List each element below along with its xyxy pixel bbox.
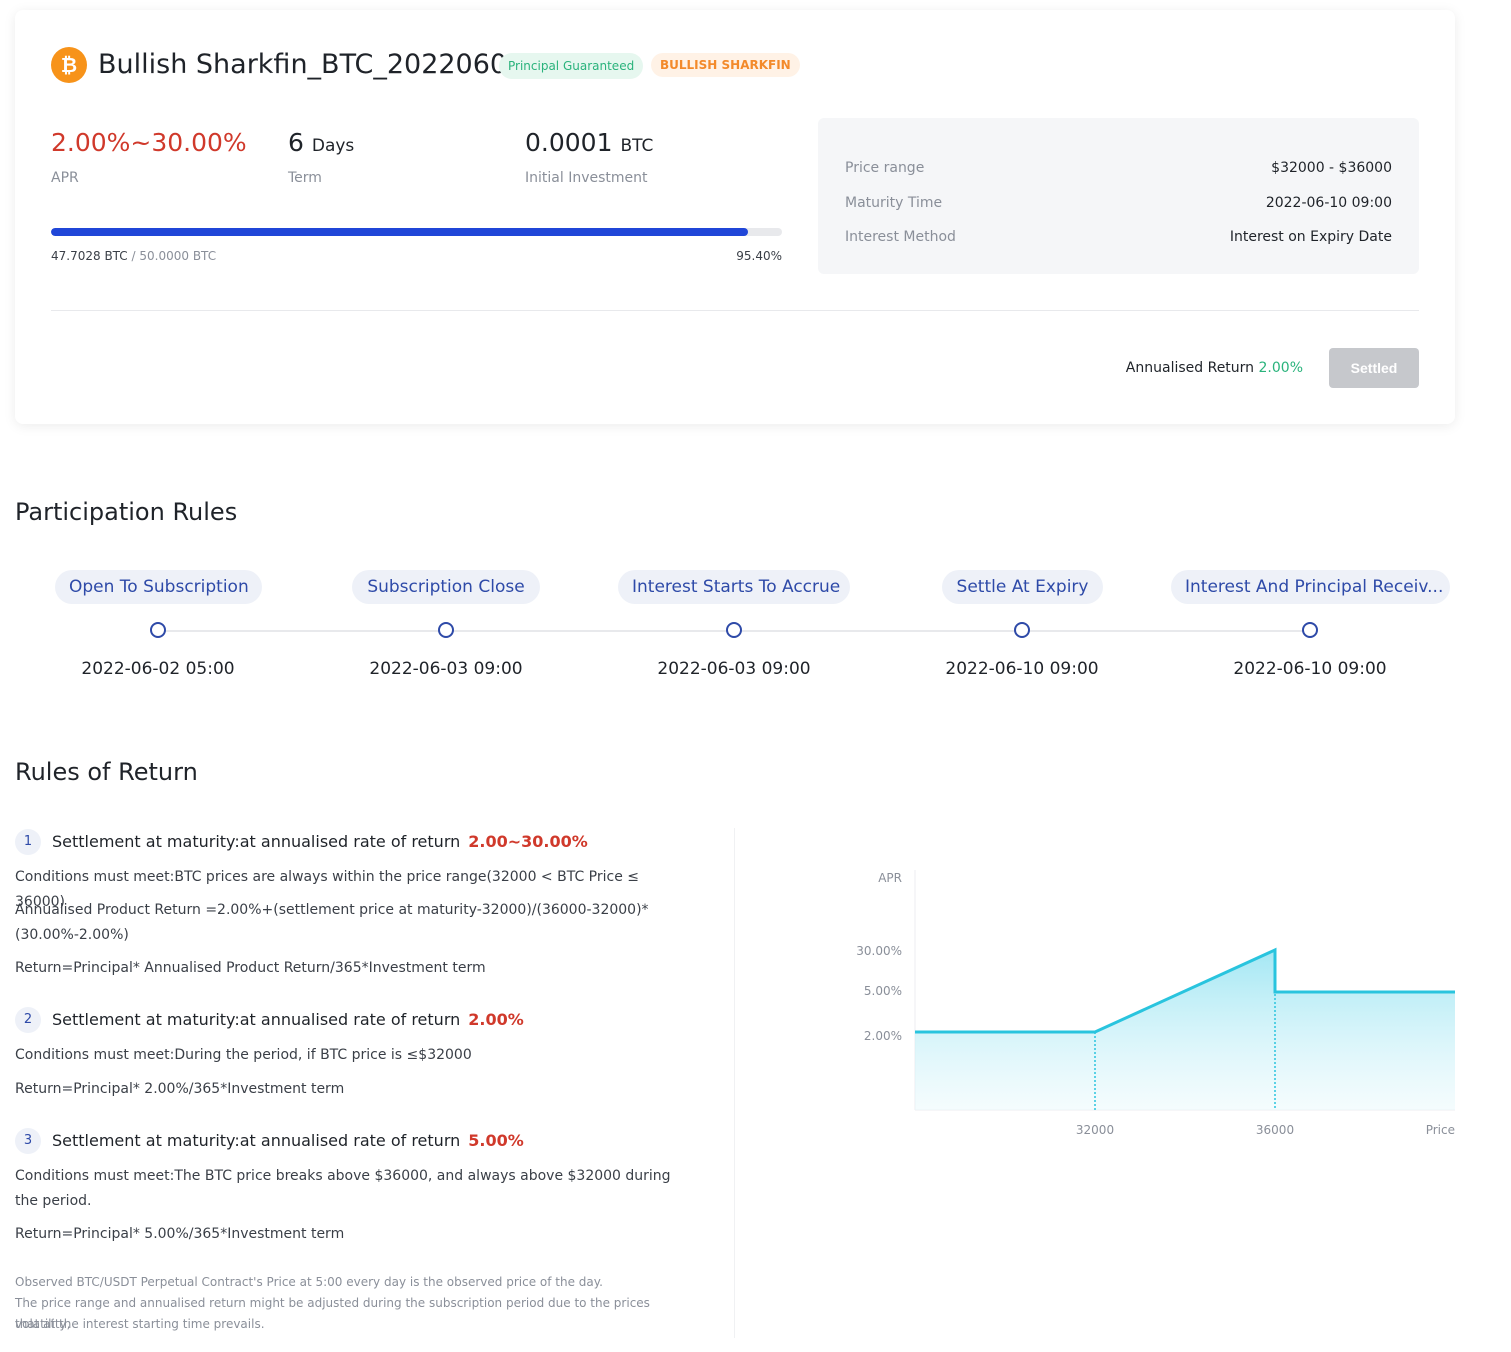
info-key: Interest Method — [845, 229, 956, 245]
apr-area — [915, 950, 1455, 1110]
term-label: Term — [288, 170, 322, 186]
apr-label: APR — [51, 170, 79, 186]
progress-fill — [51, 228, 749, 236]
rule-number: 1 — [15, 829, 41, 855]
rule-heading-text: Settlement at maturity:at annualised rat… — [52, 1010, 461, 1029]
rule-heading: Settlement at maturity:at annualised rat… — [52, 1131, 524, 1150]
apr-line — [915, 947, 1455, 1034]
product-card: ₿ Bullish Sharkfin_BTC_20220603 Principa… — [15, 10, 1455, 424]
annualised-return: Annualised Return 2.00% — [1126, 360, 1303, 376]
participation-rules-title: Participation Rules — [15, 498, 238, 526]
annualised-return-label: Annualised Return — [1125, 360, 1255, 376]
rule-rate: 5.00% — [468, 1131, 524, 1150]
rule-condition: Conditions must meet:BTC prices are alwa… — [15, 869, 639, 910]
info-key: Maturity Time — [845, 195, 943, 211]
product-type-tag: BULLISH SHARKFIN — [651, 53, 800, 77]
x-tick-label: 32000 — [1076, 1123, 1114, 1137]
step-subscription-close: Subscription Close — [352, 570, 540, 604]
annualised-return-value: 2.00% — [1258, 360, 1303, 376]
rule-number: 3 — [15, 1128, 41, 1154]
investment-unit: BTC — [620, 136, 654, 156]
rule-return: Return=Principal* 5.00%/365*Investment t… — [15, 1226, 345, 1242]
rule-return: Return=Principal* Annualised Product Ret… — [15, 960, 486, 976]
y-axis-label: APR — [878, 871, 902, 885]
apr-value: 2.00%~30.00% — [51, 128, 247, 157]
principal-guaranteed-tag: Principal Guaranteed — [499, 53, 644, 79]
x-tick-label: 36000 — [1256, 1123, 1294, 1137]
investment-label: Initial Investment — [525, 170, 648, 186]
step-settle-expiry: Settle At Expiry — [942, 570, 1103, 604]
info-key: Price range — [845, 160, 925, 176]
rule-condition: Conditions must meet:During the period, … — [15, 1047, 472, 1063]
step-interest-accrue: Interest Starts To Accrue — [618, 570, 850, 604]
progress-percent: 95.40% — [736, 249, 782, 263]
step-time: 2022-06-03 09:00 — [369, 659, 523, 679]
footnote-line: that at the interest starting time preva… — [15, 1317, 265, 1331]
card-divider — [51, 310, 1419, 311]
subscription-progress-bar — [51, 228, 782, 236]
y-tick-label: 30.00% — [856, 944, 902, 958]
info-value: Interest on Expiry Date — [1229, 229, 1392, 245]
rule-formula: Annualised Product Return =2.00%+(settle… — [15, 902, 649, 943]
apr-chart-svg: APR 30.00% 5.00% 2.00% 32000 36000 Price — [856, 870, 1455, 1137]
rule-rate: 2.00~30.00% — [468, 832, 588, 851]
step-open-subscription: Open To Subscription — [55, 570, 262, 604]
rule-return: Return=Principal* 2.00%/365*Investment t… — [15, 1081, 345, 1097]
rule-heading: Settlement at maturity:at annualised rat… — [52, 1010, 524, 1029]
rule-heading-text: Settlement at maturity:at annualised rat… — [52, 832, 461, 851]
term-number: 6 — [288, 128, 304, 157]
investment-number: 0.0001 — [525, 128, 613, 157]
y-tick-label: 2.00% — [864, 1029, 902, 1043]
rule-number: 2 — [15, 1007, 41, 1033]
rule-condition: Conditions must meet:The BTC price break… — [15, 1168, 671, 1209]
step-time: 2022-06-03 09:00 — [657, 659, 811, 679]
step-interest-principal-received: Interest And Principal Receiv... — [1171, 570, 1450, 604]
info-value: $32000 - $36000 — [1271, 160, 1392, 176]
bitcoin-icon: ₿ — [51, 47, 87, 83]
rule-rate: 2.00% — [468, 1010, 524, 1029]
step-dot — [726, 622, 742, 638]
step-time: 2022-06-10 09:00 — [945, 659, 1099, 679]
product-title: Bullish Sharkfin_BTC_20220603 — [98, 49, 525, 80]
footnote-line: Observed BTC/USDT Perpetual Contract's P… — [15, 1275, 603, 1289]
step-dot — [1014, 622, 1030, 638]
section-divider — [734, 828, 735, 1338]
product-info-box: Price range $32000 - $36000 Maturity Tim… — [818, 118, 1419, 274]
settled-button[interactable]: Settled — [1329, 348, 1419, 388]
step-dot — [150, 622, 166, 638]
progress-total: 50.0000 BTC — [139, 249, 217, 263]
step-dot — [438, 622, 454, 638]
step-time: 2022-06-10 09:00 — [1233, 659, 1387, 679]
info-value: 2022-06-10 09:00 — [1265, 195, 1392, 211]
rule-heading-text: Settlement at maturity:at annualised rat… — [52, 1131, 461, 1150]
progress-separator: / — [131, 249, 136, 263]
step-dot — [1302, 622, 1318, 638]
term-value: 6 Days — [288, 127, 354, 162]
investment-value: 0.0001 BTC — [525, 127, 653, 162]
rule-heading: Settlement at maturity:at annualised rat… — [52, 832, 588, 851]
rules-of-return-title: Rules of Return — [15, 758, 198, 786]
progress-amounts: 47.7028 BTC / 50.0000 BTC — [51, 249, 216, 263]
x-axis-label: Price — [1426, 1123, 1455, 1137]
y-tick-label: 5.00% — [864, 984, 902, 998]
apr-chart: APR 30.00% 5.00% 2.00% 32000 36000 Price — [840, 860, 1470, 1150]
term-unit: Days — [311, 136, 355, 156]
progress-filled: 47.7028 BTC — [51, 249, 128, 263]
footnote-line: The price range and annualised return mi… — [15, 1296, 650, 1331]
step-time: 2022-06-02 05:00 — [81, 659, 235, 679]
